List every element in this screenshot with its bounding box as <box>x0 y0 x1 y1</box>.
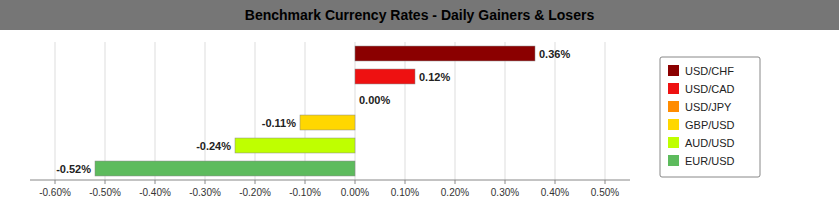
tick-label: 0.00% <box>341 187 369 198</box>
tick-mark <box>505 180 506 184</box>
tick-mark <box>355 180 356 184</box>
legend-swatch <box>668 65 679 76</box>
bar <box>355 46 535 61</box>
legend-swatch <box>668 137 679 148</box>
data-label: -0.24% <box>196 140 231 152</box>
data-label: 0.12% <box>419 71 450 83</box>
tick-label: -0.10% <box>289 187 321 198</box>
grid-line <box>155 42 156 180</box>
legend-swatch <box>668 83 679 94</box>
bar <box>300 115 355 130</box>
grid-line <box>355 42 356 180</box>
grid-line <box>305 42 306 180</box>
legend: USD/CHF USD/CAD USD/JPY GBP/USD AUD/USD EUR/U… <box>660 57 760 177</box>
page: {"chart_data": { "type": "bar", "orienta… <box>0 0 839 212</box>
tick-label: -0.50% <box>89 187 121 198</box>
grid <box>55 42 605 180</box>
tick-label: 0.30% <box>491 187 519 198</box>
legend-swatch <box>668 155 679 166</box>
legend-frame <box>660 57 760 177</box>
grid-line <box>555 42 556 180</box>
x-axis-line <box>30 180 630 181</box>
grid-line <box>455 42 456 180</box>
legend-swatch <box>668 101 679 112</box>
legend-label: AUD/USD <box>685 137 735 149</box>
grid-line <box>105 42 106 180</box>
grid-line <box>605 42 606 180</box>
tick-label: 0.20% <box>441 187 469 198</box>
tick-mark <box>205 180 206 184</box>
x-axis: -0.60% -0.50% -0.40% -0.30% -0.20% -0.10% 0.00… <box>30 180 630 198</box>
bar <box>235 138 355 153</box>
tick-mark <box>555 180 556 184</box>
tick-mark <box>405 180 406 184</box>
grid-line <box>505 42 506 180</box>
tick-mark <box>305 180 306 184</box>
tick-mark <box>105 180 106 184</box>
grid-line <box>55 42 56 180</box>
data-label: -0.11% <box>262 117 296 129</box>
bar <box>95 161 355 176</box>
data-labels: 0.36% 0.12% 0.00% -0.11% -0.24% -0.52% <box>56 48 570 175</box>
grid-line <box>255 42 256 180</box>
title: Benchmark Currency Rates - Daily Gainers… <box>245 7 595 23</box>
tick-mark <box>605 180 606 184</box>
tick-label: -0.40% <box>139 187 171 198</box>
tick-label: -0.60% <box>39 187 71 198</box>
legend-label: USD/JPY <box>685 101 732 113</box>
tick-label: 0.50% <box>591 187 619 198</box>
legend-label: USD/CAD <box>685 83 735 95</box>
tick-label: -0.20% <box>239 187 271 198</box>
tick-label: -0.30% <box>189 187 221 198</box>
data-label: -0.52% <box>56 163 91 175</box>
tick-mark <box>255 180 256 184</box>
bars <box>95 46 535 176</box>
data-label: 0.00% <box>359 94 390 106</box>
tick-label: 0.40% <box>541 187 569 198</box>
tick-mark <box>155 180 156 184</box>
tick-label: 0.10% <box>391 187 419 198</box>
chart: Benchmark Currency Rates - Daily Gainers… <box>0 0 839 212</box>
grid-line <box>205 42 206 180</box>
data-label: 0.36% <box>539 48 570 60</box>
legend-label: USD/CHF <box>685 65 734 77</box>
legend-label: EUR/USD <box>685 155 735 167</box>
bar <box>355 92 356 107</box>
tick-mark <box>55 180 56 184</box>
legend-swatch <box>668 119 679 130</box>
grid-line <box>405 42 406 180</box>
tick-mark <box>455 180 456 184</box>
legend-label: GBP/USD <box>685 119 735 131</box>
bar <box>355 69 415 84</box>
title-band <box>0 0 839 30</box>
